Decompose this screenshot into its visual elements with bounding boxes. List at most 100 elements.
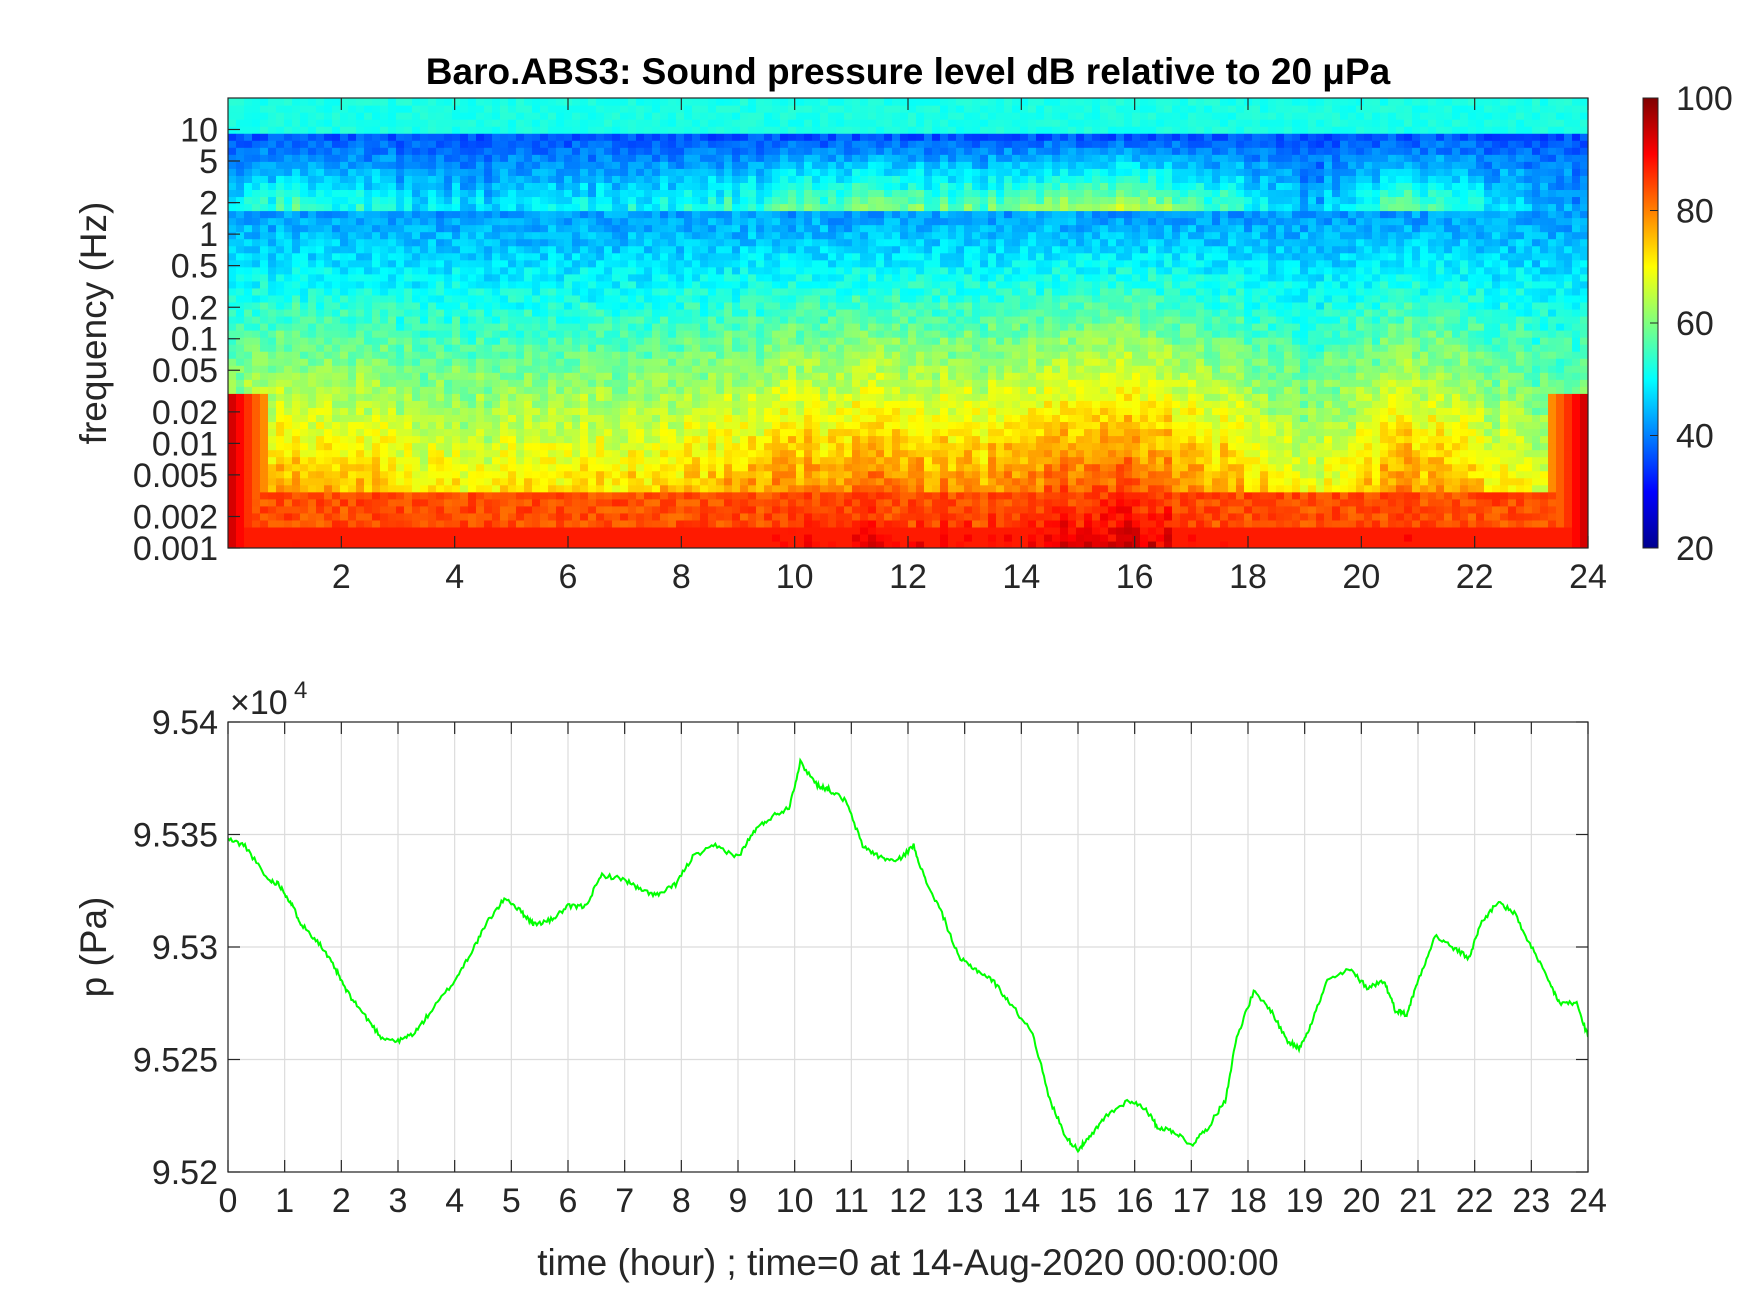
heatmap-cell <box>692 421 701 430</box>
heatmap-cell <box>676 491 685 500</box>
heatmap-cell <box>612 266 621 275</box>
heatmap-cell <box>244 168 253 176</box>
heatmap-cell <box>604 477 613 486</box>
heatmap-cell <box>428 196 437 205</box>
heatmap-cell <box>756 175 765 183</box>
heatmap-cell <box>612 168 621 176</box>
heatmap-cell <box>572 308 581 317</box>
heatmap-cell <box>404 533 413 542</box>
heatmap-cell <box>812 386 821 394</box>
heatmap-cell <box>604 540 613 548</box>
heatmap-cell <box>836 175 845 183</box>
heatmap-cell <box>356 323 365 331</box>
heatmap-cell <box>604 224 613 233</box>
heatmap-cell <box>540 491 549 500</box>
heatmap-cell <box>724 133 733 141</box>
heatmap-cell <box>492 456 501 465</box>
heatmap-cell <box>540 351 549 359</box>
heatmap-cell <box>228 175 237 183</box>
heatmap-cell <box>740 112 749 120</box>
heatmap-cell <box>668 112 677 120</box>
heatmap-cell <box>492 273 501 282</box>
heatmap-cell <box>324 217 333 226</box>
heatmap-cell <box>604 196 613 205</box>
heatmap-cell <box>292 449 301 458</box>
heatmap-cell <box>844 386 853 394</box>
heatmap-cell <box>668 428 677 437</box>
heatmap-cell <box>452 266 461 275</box>
heatmap-cell <box>532 301 541 310</box>
heatmap-cell <box>740 294 749 303</box>
heatmap-cell <box>276 301 285 310</box>
heatmap-cell <box>324 484 333 493</box>
heatmap-cell <box>524 344 533 352</box>
heatmap-cell <box>388 224 397 233</box>
heatmap-cell <box>844 287 853 296</box>
heatmap-cell <box>644 463 653 472</box>
heatmap-cell <box>812 280 821 289</box>
heatmap-cell <box>796 477 805 486</box>
heatmap-cell <box>580 266 589 275</box>
heatmap-cell <box>436 266 445 275</box>
heatmap-cell <box>820 133 829 141</box>
heatmap-cell <box>308 140 317 148</box>
heatmap-cell <box>532 540 541 548</box>
heatmap-cell <box>564 266 573 275</box>
heatmap-cell <box>676 477 685 486</box>
heatmap-cell <box>356 210 365 219</box>
heatmap-cell <box>524 393 533 401</box>
heatmap-cell <box>588 386 597 394</box>
heatmap-cell <box>260 168 269 176</box>
heatmap-cell <box>252 175 261 183</box>
heatmap-cell <box>556 245 565 254</box>
heatmap-cell <box>836 456 845 465</box>
heatmap-cell <box>436 428 445 437</box>
heatmap-cell <box>236 245 245 254</box>
heatmap-cell <box>772 498 781 507</box>
heatmap-cell <box>372 308 381 317</box>
heatmap-cell <box>684 323 693 331</box>
heatmap-cell <box>268 259 277 268</box>
heatmap-cell <box>532 217 541 226</box>
heatmap-cell <box>252 133 261 141</box>
heatmap-cell <box>484 435 493 444</box>
heatmap-cell <box>500 351 509 359</box>
heatmap-cell <box>764 133 773 141</box>
heatmap-cell <box>324 491 333 500</box>
heatmap-cell <box>228 147 237 155</box>
heatmap-cell <box>260 393 269 401</box>
heatmap-cell <box>652 140 661 148</box>
heatmap-cell <box>796 428 805 437</box>
heatmap-cell <box>268 175 277 183</box>
heatmap-cell <box>756 435 765 444</box>
heatmap-cell <box>684 231 693 240</box>
heatmap-cell <box>420 315 429 324</box>
heatmap-cell <box>764 140 773 148</box>
heatmap-cell <box>748 477 757 486</box>
heatmap-cell <box>468 182 477 191</box>
heatmap-cell <box>668 147 677 155</box>
heatmap-cell <box>836 161 845 169</box>
heatmap-cell <box>316 393 325 401</box>
heatmap-cell <box>804 540 813 548</box>
heatmap-cell <box>620 294 629 303</box>
heatmap-cell <box>556 442 565 451</box>
heatmap-cell <box>796 533 805 542</box>
heatmap-cell <box>484 498 493 507</box>
heatmap-cell <box>596 428 605 437</box>
heatmap-cell <box>452 175 461 183</box>
heatmap-cell <box>644 112 653 120</box>
heatmap-cell <box>532 210 541 219</box>
heatmap-cell <box>404 393 413 401</box>
heatmap-cell <box>804 400 813 408</box>
heatmap-cell <box>676 372 685 380</box>
heatmap-cell <box>260 414 269 423</box>
heatmap-cell <box>260 238 269 247</box>
heatmap-cell <box>820 449 829 458</box>
heatmap-cell <box>540 372 549 380</box>
heatmap-cell <box>460 407 469 416</box>
heatmap-cell <box>724 98 733 106</box>
heatmap-cell <box>500 337 509 345</box>
heatmap-cell <box>820 540 829 548</box>
heatmap-cell <box>780 168 789 176</box>
